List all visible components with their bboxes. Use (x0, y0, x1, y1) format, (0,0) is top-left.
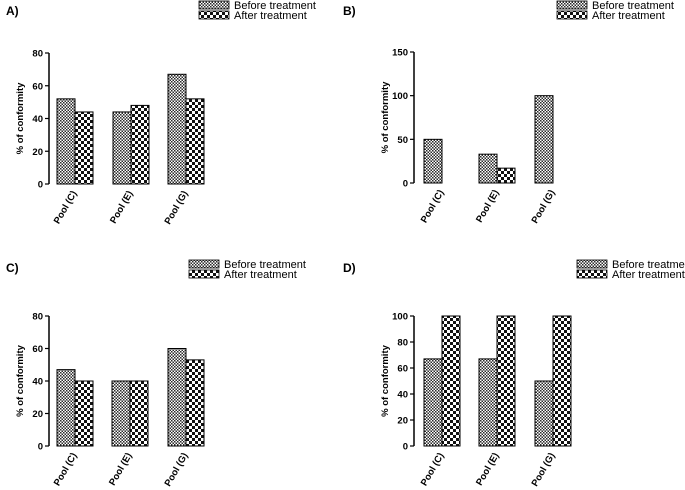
bar (185, 98, 205, 185)
bar (112, 111, 132, 185)
bar (552, 315, 572, 447)
y-tick-label: 0 (38, 442, 43, 453)
x-category-label: Pool (G) (530, 451, 558, 489)
y-tick-label: 40 (32, 114, 43, 125)
bar (478, 358, 498, 447)
bar (423, 138, 443, 184)
legend-label: Before treatment (224, 259, 306, 271)
panel-label: C) (6, 261, 19, 275)
x-category-label: Pool (E) (108, 189, 135, 226)
legend-swatch (188, 259, 220, 269)
panel-label: B) (343, 4, 356, 18)
legend-swatch (198, 0, 230, 10)
y-axis-title: % of conformity (380, 344, 391, 416)
x-category-label: Pool (C) (52, 189, 80, 226)
x-category-label: Pool (E) (474, 188, 501, 225)
bar (534, 95, 554, 184)
bar (167, 73, 187, 185)
x-category-label: Pool (G) (163, 451, 191, 489)
bar (129, 380, 149, 447)
x-category-label: Pool (E) (107, 451, 134, 488)
y-axis-title: % of conformity (15, 344, 26, 416)
legend-label: After treatment (224, 269, 297, 281)
x-category-label: Pool (C) (419, 451, 447, 488)
y-tick-label: 80 (32, 49, 43, 60)
y-tick-label: 40 (32, 377, 43, 388)
legend-swatch (576, 269, 608, 279)
bar (441, 315, 461, 447)
bar (496, 167, 516, 184)
y-tick-label: 150 (392, 48, 408, 59)
bar (130, 104, 150, 185)
legend-swatch (576, 259, 608, 269)
bar (496, 315, 516, 447)
x-category-label: Pool (C) (419, 188, 447, 225)
bar (534, 380, 554, 447)
y-tick-label: 60 (32, 81, 43, 92)
legend-label: After treatment (612, 269, 685, 281)
y-tick-label: 60 (397, 364, 408, 375)
bar (74, 111, 94, 185)
legend-label: After treatment (234, 10, 307, 22)
legend-label: After treatment (592, 10, 665, 22)
y-tick-label: 20 (397, 416, 408, 427)
bar (56, 369, 76, 447)
panel-label: A) (6, 4, 19, 18)
panel-label: D) (343, 261, 356, 275)
legend-label: Before treatment (234, 0, 316, 12)
legend-swatch (198, 10, 230, 20)
y-tick-label: 80 (32, 312, 43, 323)
y-tick-label: 100 (392, 91, 408, 102)
y-tick-label: 60 (32, 344, 43, 355)
bar (167, 348, 187, 447)
y-tick-label: 0 (38, 180, 43, 191)
bar (478, 153, 498, 184)
y-tick-label: 20 (32, 147, 43, 158)
legend-swatch (556, 10, 588, 20)
bar (423, 358, 443, 447)
y-tick-label: 40 (397, 390, 408, 401)
x-category-label: Pool (G) (530, 188, 558, 226)
y-tick-label: 50 (397, 135, 408, 146)
bar (185, 359, 205, 447)
y-axis-title: % of conformity (15, 82, 26, 154)
legend-swatch (556, 0, 588, 10)
bar (111, 380, 131, 447)
x-category-label: Pool (E) (474, 451, 501, 488)
y-axis-title: % of conformity (380, 81, 391, 153)
legend-label: Before treatment (612, 259, 685, 271)
bar (56, 98, 76, 185)
y-tick-label: 80 (397, 338, 408, 349)
y-tick-label: 0 (403, 442, 408, 453)
y-tick-label: 100 (392, 312, 408, 323)
y-tick-label: 20 (32, 409, 43, 420)
legend-swatch (188, 269, 220, 279)
y-tick-label: 0 (403, 179, 408, 190)
legend-label: Before treatment (592, 0, 674, 12)
x-category-label: Pool (G) (163, 189, 191, 227)
x-category-label: Pool (C) (52, 451, 80, 488)
bar (74, 380, 94, 447)
